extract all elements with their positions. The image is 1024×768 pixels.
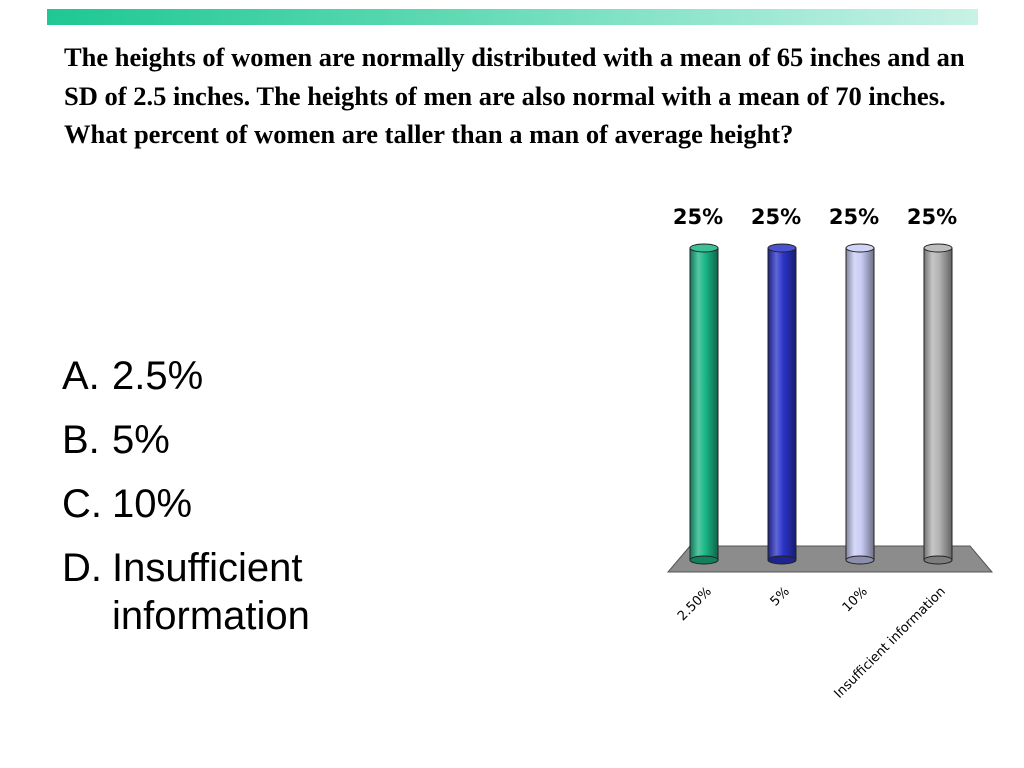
category-label: 5% (768, 584, 793, 609)
question-text: The heights of women are normally distri… (64, 42, 965, 149)
choice-text: 2.5% (112, 354, 204, 398)
choice-b[interactable]: B. 5% (62, 416, 392, 464)
choice-letter: C. (62, 482, 102, 526)
choice-text: Insufficient information (112, 546, 310, 638)
chart-bar (845, 243, 875, 565)
choice-letter: D. (62, 546, 102, 590)
top-accent-bar (47, 9, 978, 25)
data-label: 25% (673, 205, 723, 229)
data-label: 25% (907, 205, 957, 229)
chart-bar (689, 243, 719, 565)
chart-bar (923, 243, 953, 565)
response-chart: 25% 25% 25% 25% 2.50% 5% 10%Insufficient info… (666, 205, 994, 702)
choice-text: 10% (112, 482, 193, 526)
answer-choices: A. 2.5% B. 5% C. 10% D. Insufficient inf… (62, 352, 392, 656)
category-label: 10% (840, 584, 871, 615)
choice-a[interactable]: A. 2.5% (62, 352, 392, 400)
category-label: 2.50% (675, 584, 715, 624)
data-labels-layer: 25% 25% 25% 25% (673, 205, 957, 229)
data-label: 25% (751, 205, 801, 229)
data-label: 25% (829, 205, 879, 229)
choice-letter: B. (62, 418, 100, 462)
chart-floor (666, 545, 994, 573)
category-labels-layer: 2.50% 5% 10%Insufficient information (675, 584, 949, 701)
choice-c[interactable]: C. 10% (62, 480, 392, 528)
bars-layer (689, 243, 953, 565)
choice-text: 5% (112, 418, 170, 462)
choice-d[interactable]: D. Insufficient information (62, 544, 392, 640)
chart-bar (767, 243, 797, 565)
choice-letter: A. (62, 354, 100, 398)
